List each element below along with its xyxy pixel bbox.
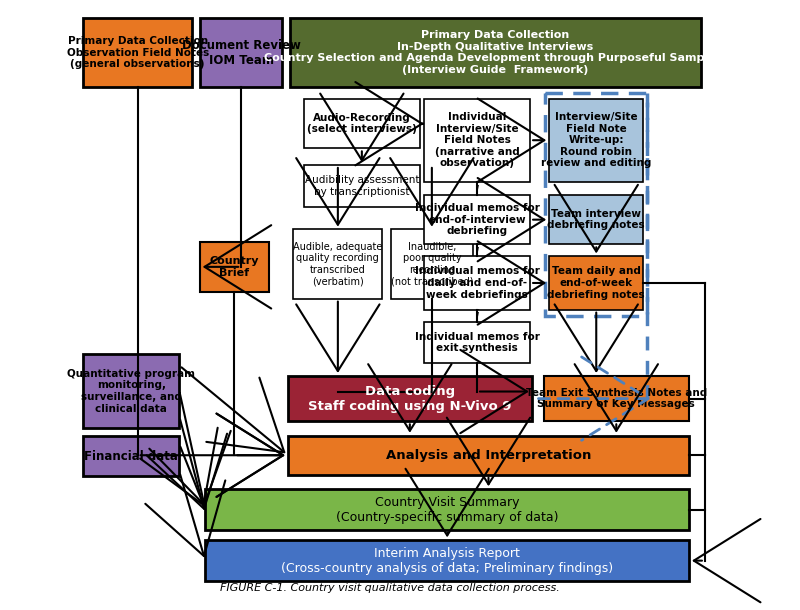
Text: Interim Analysis Report
(Cross-country analysis of data; Preliminary findings): Interim Analysis Report (Cross-country a… xyxy=(281,547,614,575)
Text: Country
Brief: Country Brief xyxy=(210,256,259,278)
Text: Individual memos for
end-of-interview
debriefing: Individual memos for end-of-interview de… xyxy=(414,203,539,236)
Text: Document Review
IOM Team: Document Review IOM Team xyxy=(182,38,301,66)
Text: Team interview
debriefing notes: Team interview debriefing notes xyxy=(547,209,645,231)
FancyBboxPatch shape xyxy=(424,195,530,245)
FancyBboxPatch shape xyxy=(83,18,192,87)
FancyBboxPatch shape xyxy=(304,99,420,148)
Text: Primary Data Collection
Observation Field Notes
(general observations): Primary Data Collection Observation Fiel… xyxy=(66,36,209,69)
FancyBboxPatch shape xyxy=(304,165,420,207)
Text: Team daily and
end-of-week
debriefing notes: Team daily and end-of-week debriefing no… xyxy=(547,267,645,300)
FancyBboxPatch shape xyxy=(549,256,643,310)
Text: Country Visit Summary
(Country-specific summary of data): Country Visit Summary (Country-specific … xyxy=(336,495,558,523)
FancyBboxPatch shape xyxy=(83,354,179,428)
Text: Data coding
Staff coding using N-Vivo 9: Data coding Staff coding using N-Vivo 9 xyxy=(308,384,511,412)
Text: Quantitative program
monitoring,
surveillance, and
clinical data: Quantitative program monitoring, surveil… xyxy=(67,368,195,414)
Text: Individual
Interview/Site
Field Notes
(narrative and
observation): Individual Interview/Site Field Notes (n… xyxy=(434,112,519,168)
Text: FIGURE C-1. Country visit qualitative data collection process.: FIGURE C-1. Country visit qualitative da… xyxy=(220,583,560,593)
FancyBboxPatch shape xyxy=(424,321,530,363)
Text: Individual memos for
daily and end-of-
week debriefings: Individual memos for daily and end-of- w… xyxy=(414,267,539,300)
FancyBboxPatch shape xyxy=(424,99,530,182)
FancyBboxPatch shape xyxy=(288,436,689,475)
Text: Financial data: Financial data xyxy=(85,450,178,462)
Text: Team Exit Synthesis Notes and
Summary of Key Messages: Team Exit Synthesis Notes and Summary of… xyxy=(526,388,707,409)
Text: Individual memos for
exit synthesis: Individual memos for exit synthesis xyxy=(414,332,539,353)
Text: Analysis and Interpretation: Analysis and Interpretation xyxy=(386,449,591,462)
FancyBboxPatch shape xyxy=(83,436,179,476)
FancyBboxPatch shape xyxy=(424,256,530,310)
FancyBboxPatch shape xyxy=(200,242,269,292)
Text: i: i xyxy=(475,309,479,322)
Text: Inaudible,
poor quality
recording
(not transcribed): Inaudible, poor quality recording (not t… xyxy=(390,242,473,287)
Text: i: i xyxy=(475,244,479,257)
FancyBboxPatch shape xyxy=(206,489,689,530)
Text: Audio-Recording
(select interviews): Audio-Recording (select interviews) xyxy=(307,113,417,134)
Text: Interview/Site
Field Note
Write-up:
Round robin
review and editing: Interview/Site Field Note Write-up: Roun… xyxy=(541,112,651,168)
FancyBboxPatch shape xyxy=(290,18,701,87)
FancyBboxPatch shape xyxy=(543,376,689,422)
Text: i: i xyxy=(475,182,479,195)
Text: Audible, adequate
quality recording
transcribed
(verbatim): Audible, adequate quality recording tran… xyxy=(293,242,382,287)
Text: Audibility assessment
by transcriptionist: Audibility assessment by transcriptionis… xyxy=(305,175,419,196)
FancyBboxPatch shape xyxy=(200,18,282,87)
FancyBboxPatch shape xyxy=(549,99,643,182)
FancyBboxPatch shape xyxy=(391,229,473,299)
FancyBboxPatch shape xyxy=(206,540,689,581)
FancyBboxPatch shape xyxy=(288,376,532,422)
FancyBboxPatch shape xyxy=(294,229,382,299)
Text: Primary Data Collection
In-Depth Qualitative Interviews
Country Selection and Ag: Primary Data Collection In-Depth Qualita… xyxy=(264,30,727,75)
FancyBboxPatch shape xyxy=(549,195,643,245)
